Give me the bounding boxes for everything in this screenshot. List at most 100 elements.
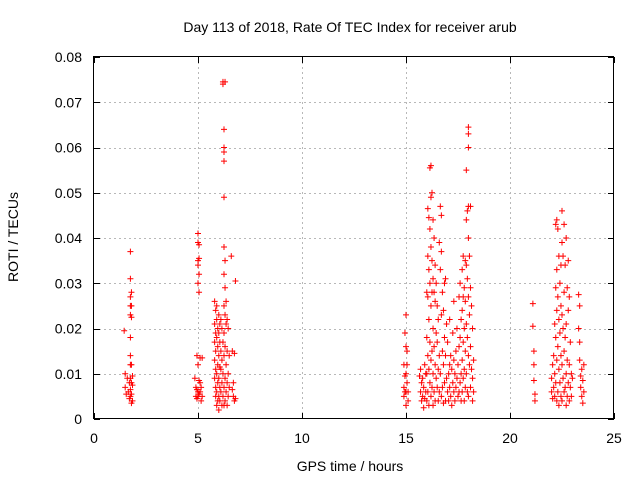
data-point <box>576 357 583 364</box>
data-point <box>552 284 559 291</box>
data-point <box>459 266 466 273</box>
data-point <box>427 244 434 251</box>
data-point <box>548 375 555 382</box>
data-point <box>223 320 230 327</box>
data-point <box>436 352 443 359</box>
data-point <box>211 357 218 364</box>
data-point <box>216 397 223 404</box>
data-point <box>554 343 561 350</box>
data-point <box>453 375 460 382</box>
data-point <box>195 262 201 269</box>
data-point <box>214 343 221 350</box>
data-point <box>217 366 224 373</box>
data-point <box>461 284 468 291</box>
data-point <box>567 384 574 391</box>
data-point <box>222 311 229 318</box>
data-point <box>462 257 469 264</box>
data-point <box>197 388 204 395</box>
x-tick-labels: 0 5 10 15 20 25 <box>90 430 622 446</box>
data-point <box>215 352 222 359</box>
data-point <box>420 384 427 391</box>
data-point <box>467 343 474 350</box>
data-point <box>430 275 437 282</box>
data-point <box>215 311 222 318</box>
data-points <box>121 78 587 413</box>
data-point <box>569 375 576 382</box>
data-point <box>213 302 220 309</box>
data-point <box>218 379 225 386</box>
data-point <box>427 357 434 364</box>
data-point <box>430 216 437 223</box>
data-point <box>460 253 467 260</box>
data-point <box>579 400 586 407</box>
data-point <box>217 316 224 323</box>
data-point <box>462 384 469 391</box>
data-point <box>121 327 128 334</box>
data-point <box>198 397 205 404</box>
data-point <box>219 393 226 400</box>
data-point <box>222 375 229 382</box>
data-point <box>563 320 570 327</box>
data-point <box>423 397 430 404</box>
data-point <box>577 384 584 391</box>
data-point <box>463 262 470 269</box>
data-point <box>470 388 477 395</box>
data-point <box>456 343 463 350</box>
data-point <box>128 391 135 398</box>
data-point <box>562 262 569 269</box>
data-point <box>436 239 443 246</box>
y-tick-label: 0.05 <box>55 185 82 201</box>
data-point <box>465 393 472 400</box>
data-point <box>465 235 472 241</box>
data-point <box>553 307 560 314</box>
data-point <box>213 334 220 341</box>
data-point <box>447 352 454 359</box>
data-point <box>215 406 222 413</box>
data-point <box>465 130 472 137</box>
data-point <box>212 348 219 355</box>
data-point <box>557 393 564 400</box>
data-point <box>445 397 452 404</box>
data-point <box>224 379 231 386</box>
data-point <box>578 366 585 373</box>
data-point <box>418 379 425 386</box>
data-point <box>127 293 134 300</box>
x-tick-label: 5 <box>194 430 202 446</box>
data-point <box>566 361 573 368</box>
data-point <box>564 284 571 291</box>
data-point <box>232 277 239 284</box>
data-point <box>463 320 470 327</box>
data-point <box>452 348 459 355</box>
y-tick-label: 0.02 <box>55 321 82 337</box>
data-point <box>460 375 467 382</box>
data-point <box>462 298 469 305</box>
data-point <box>228 253 235 260</box>
data-point <box>554 388 561 395</box>
data-point <box>400 384 407 391</box>
data-point <box>579 377 586 384</box>
data-point <box>555 402 562 409</box>
x-tick-label: 0 <box>90 430 98 446</box>
data-point <box>434 384 441 391</box>
data-point <box>232 395 239 402</box>
x-tick-label: 25 <box>606 430 622 446</box>
data-point <box>438 212 445 219</box>
data-point <box>529 300 536 307</box>
data-point <box>455 393 461 400</box>
data-point <box>435 397 442 404</box>
data-point <box>466 311 473 318</box>
x-tick-label: 15 <box>398 430 414 446</box>
data-point <box>441 280 448 287</box>
data-point <box>553 397 560 404</box>
data-point <box>430 370 437 377</box>
data-point <box>553 357 560 364</box>
data-point <box>127 386 134 393</box>
data-point <box>438 393 445 400</box>
data-point <box>434 339 441 346</box>
data-point <box>444 388 451 395</box>
data-point <box>439 384 446 391</box>
data-point <box>223 298 230 305</box>
data-point <box>224 402 231 409</box>
data-point <box>429 189 435 196</box>
data-point <box>424 293 431 300</box>
